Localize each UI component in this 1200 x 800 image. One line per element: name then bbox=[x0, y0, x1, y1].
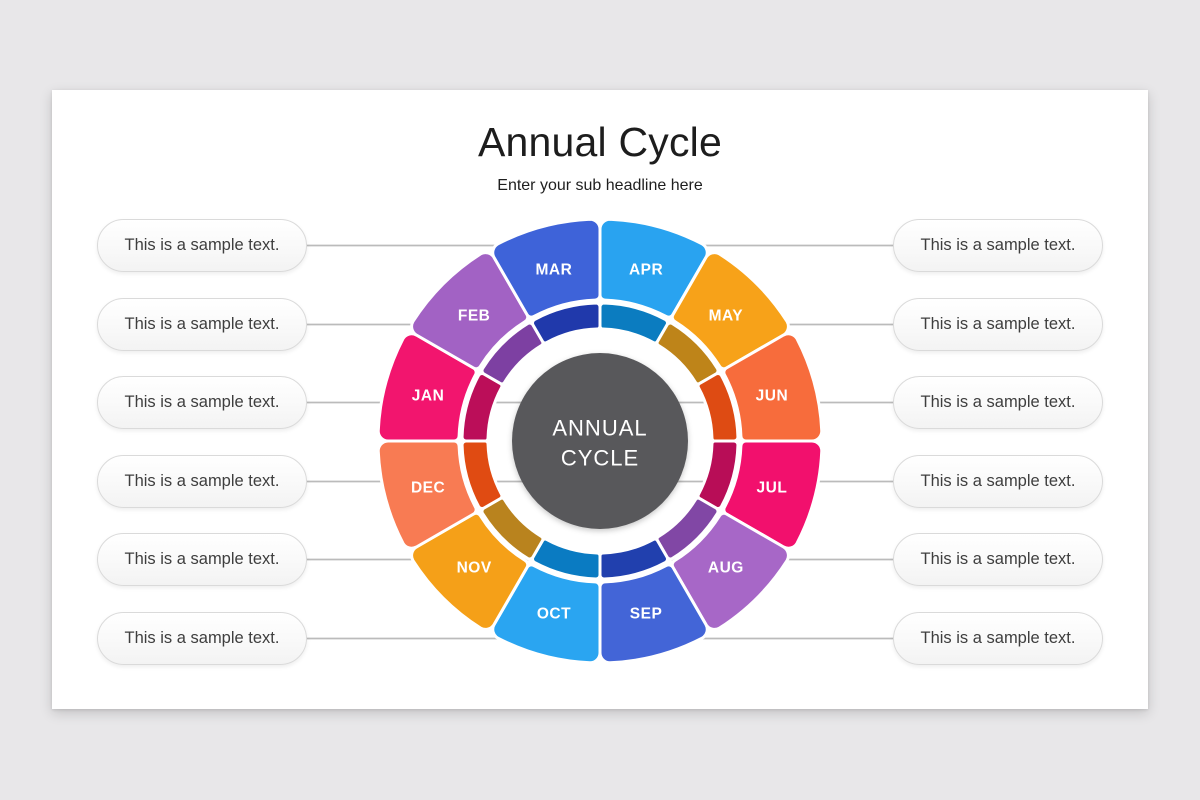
annual-cycle-wheel: JAN FEB MAR APR MAY JUN JUL AUG SEP OCT NOV DEC ANNU… bbox=[287, 217, 913, 665]
wheel-segment-dec bbox=[376, 439, 478, 550]
callout-right-6: This is a sample text. bbox=[893, 612, 1103, 665]
wheel-month-label-sep: SEP bbox=[630, 606, 663, 623]
slide-title: Annual Cycle bbox=[478, 119, 722, 165]
slide: Annual Cycle Enter your sub headline her… bbox=[52, 90, 1148, 709]
wheel-month-label-jul: JUL bbox=[757, 480, 788, 497]
callout-text: This is a sample text. bbox=[920, 550, 1076, 568]
callout-left-5: This is a sample text. bbox=[97, 533, 307, 586]
callout-left-2: This is a sample text. bbox=[97, 298, 307, 351]
wheel-month-label-apr: APR bbox=[629, 262, 663, 279]
callout-text: This is a sample text. bbox=[124, 393, 280, 411]
wheel-center-label-line2: CYCLE bbox=[561, 446, 639, 471]
wheel-month-label-jun: JUN bbox=[756, 388, 789, 405]
wheel-center-label-line1: ANNUAL bbox=[552, 416, 647, 441]
callout-right-1: This is a sample text. bbox=[893, 219, 1103, 272]
callout-right-5: This is a sample text. bbox=[893, 533, 1103, 586]
callout-text: This is a sample text. bbox=[920, 236, 1076, 254]
wheel-month-label-dec: DEC bbox=[411, 480, 445, 497]
wheel-inner-segment-dec bbox=[460, 439, 504, 510]
wheel-month-label-feb: FEB bbox=[458, 308, 491, 325]
callout-left-1: This is a sample text. bbox=[97, 219, 307, 272]
callout-text: This is a sample text. bbox=[124, 550, 280, 568]
callout-right-4: This is a sample text. bbox=[893, 455, 1103, 508]
callout-text: This is a sample text. bbox=[920, 629, 1076, 647]
callout-left-3: This is a sample text. bbox=[97, 376, 307, 429]
callout-text: This is a sample text. bbox=[124, 315, 280, 333]
wheel-month-label-oct: OCT bbox=[537, 606, 571, 623]
callout-text: This is a sample text. bbox=[124, 472, 280, 490]
callout-right-2: This is a sample text. bbox=[893, 298, 1103, 351]
callout-text: This is a sample text. bbox=[124, 236, 280, 254]
wheel-month-label-nov: NOV bbox=[457, 559, 492, 576]
wheel-month-label-may: MAY bbox=[709, 308, 744, 325]
callout-text: This is a sample text. bbox=[920, 393, 1076, 411]
callout-text: This is a sample text. bbox=[920, 315, 1076, 333]
callout-text: This is a sample text. bbox=[920, 472, 1076, 490]
callout-left-4: This is a sample text. bbox=[97, 455, 307, 508]
callout-text: This is a sample text. bbox=[124, 629, 280, 647]
callout-right-3: This is a sample text. bbox=[893, 376, 1103, 429]
slide-subtitle: Enter your sub headline here bbox=[497, 177, 703, 194]
wheel-month-label-mar: MAR bbox=[536, 262, 573, 279]
wheel-center-circle bbox=[512, 353, 688, 529]
callout-left-6: This is a sample text. bbox=[97, 612, 307, 665]
wheel-month-label-jan: JAN bbox=[412, 388, 445, 405]
wheel-month-label-aug: AUG bbox=[708, 559, 744, 576]
